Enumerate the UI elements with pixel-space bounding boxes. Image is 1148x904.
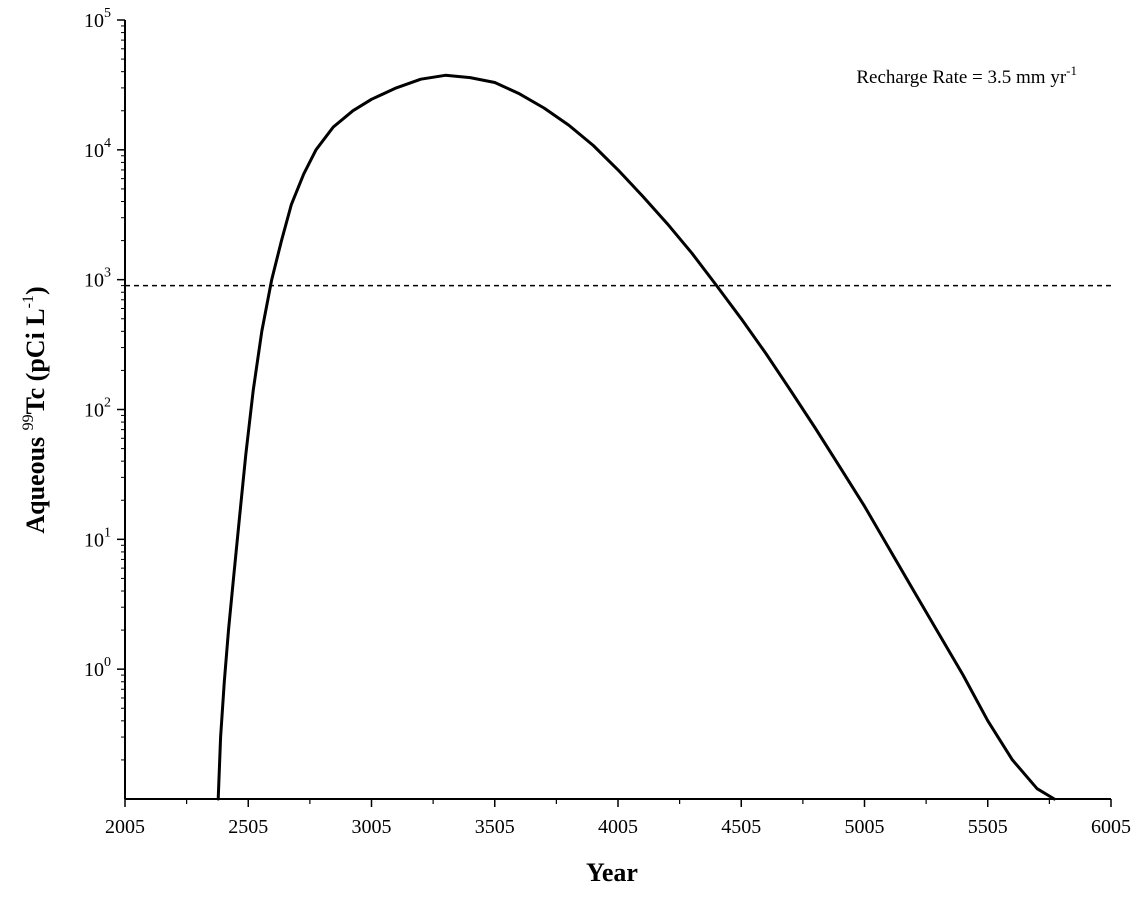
y-tick-base: 10: [84, 270, 104, 292]
x-tick-label: 2005: [105, 816, 145, 838]
y-axis-title-prefix: Aqueous: [21, 430, 50, 533]
x-tick-label: 2505: [228, 816, 268, 838]
y-tick-exponent: 5: [104, 6, 111, 21]
x-tick-label: 5505: [968, 816, 1008, 838]
plot-frame: [124, 20, 1111, 800]
y-tick-base: 10: [84, 140, 104, 162]
y-tick-label: 104: [84, 136, 111, 162]
y-tick-exponent: 3: [104, 266, 111, 281]
y-tick-exponent: 1: [104, 525, 111, 540]
y-axis-title-exponent: -1: [20, 295, 37, 308]
y-tick-base: 10: [84, 400, 104, 422]
x-axis-title: Year: [586, 858, 638, 887]
y-tick-label: 102: [84, 396, 111, 422]
y-tick-label: 100: [84, 655, 111, 681]
x-axis-ticks: 2005 2505 3005 3505 4005 4505 5005 5505 6005: [105, 799, 1131, 838]
y-axis-title-element: Tc (pCi L: [21, 308, 50, 414]
annotation: Recharge Rate = 3.5 mm yr-1: [856, 63, 1077, 88]
y-tick-exponent: 0: [104, 655, 111, 670]
y-axis-title: Aqueous 99Tc (pCi L-1): [20, 286, 50, 533]
series-line: [216, 73, 1056, 801]
annotation-text: Recharge Rate = 3.5 mm yr: [856, 67, 1066, 88]
y-axis-title-suffix: ): [21, 286, 50, 295]
x-tick-label: 3505: [475, 816, 515, 838]
y-tick-label: 101: [84, 525, 111, 551]
y-tick-label: 105: [84, 6, 111, 32]
y-axis-title-mass: 99: [20, 414, 37, 430]
y-tick-base: 10: [84, 529, 104, 551]
y-tick-exponent: 2: [104, 396, 111, 411]
x-tick-label: 4005: [598, 816, 638, 838]
annotation-superscript: -1: [1066, 63, 1077, 78]
x-tick-label: 4505: [721, 816, 761, 838]
x-tick-label: 3005: [352, 816, 392, 838]
y-tick-base: 10: [84, 10, 104, 32]
y-tick-exponent: 4: [104, 136, 111, 151]
x-tick-label: 6005: [1091, 816, 1131, 838]
x-tick-label: 5005: [845, 816, 885, 838]
y-tick-label: 103: [84, 266, 111, 292]
y-tick-base: 10: [84, 659, 104, 681]
